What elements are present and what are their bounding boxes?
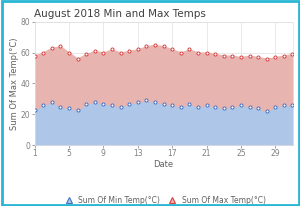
Legend: Sum Of Min Temp(°C), Sum Of Max Temp(°C): Sum Of Min Temp(°C), Sum Of Max Temp(°C) — [61, 196, 266, 205]
X-axis label: Date: Date — [153, 160, 174, 169]
Text: August 2018 Min and Max Temps: August 2018 Min and Max Temps — [34, 9, 206, 19]
Y-axis label: Sum Of Max Temp(°C): Sum Of Max Temp(°C) — [10, 37, 19, 130]
